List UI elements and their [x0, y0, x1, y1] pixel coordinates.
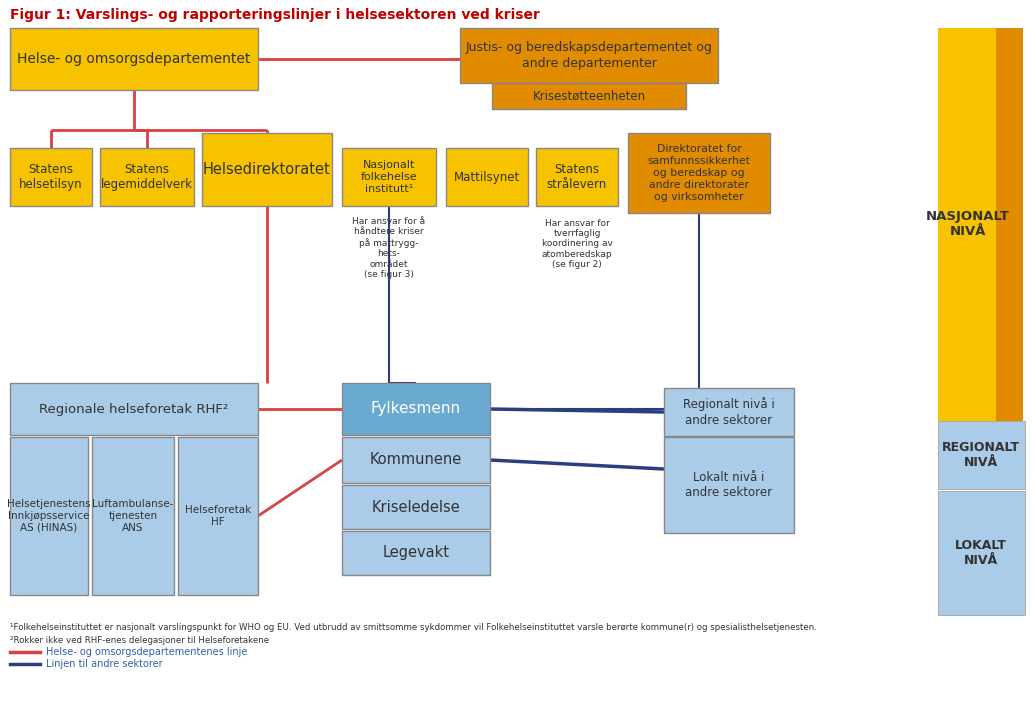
Text: Helseforetak
HF: Helseforetak HF: [185, 505, 252, 527]
Bar: [342, 383, 490, 435]
Bar: [536, 148, 618, 206]
Bar: [938, 421, 1025, 489]
Text: Har ansvar for å
håndtere kriser
på mattrygg-
hets-
området
(se figur 3): Har ansvar for å håndtere kriser på matt…: [353, 217, 425, 279]
Bar: [92, 437, 174, 595]
Text: Kommunene: Kommunene: [369, 453, 462, 468]
Text: Statens
helsetilsyn: Statens helsetilsyn: [20, 163, 83, 191]
Text: Kriseledelse: Kriseledelse: [372, 500, 461, 515]
Text: Har ansvar for
tverrfaglig
koordinering av
atomberedskap
(se figur 2): Har ansvar for tverrfaglig koordinering …: [541, 219, 613, 269]
Bar: [938, 28, 998, 421]
Text: Figur 1: Varslings- og rapporteringslinjer i helsesektoren ved kriser: Figur 1: Varslings- og rapporteringslinj…: [10, 8, 540, 22]
Text: Helsetjenestens
Innkjøpsservice
AS (HINAS): Helsetjenestens Innkjøpsservice AS (HINA…: [7, 499, 91, 533]
Bar: [10, 148, 92, 206]
Text: Justis- og beredskapsdepartementet og
andre departementer: Justis- og beredskapsdepartementet og an…: [466, 41, 712, 70]
Bar: [492, 83, 686, 109]
Text: Linjen til andre sektorer: Linjen til andre sektorer: [46, 659, 162, 669]
Bar: [342, 531, 490, 575]
Bar: [10, 28, 258, 90]
Bar: [628, 133, 770, 213]
Text: Helse- og omsorgsdepartementet: Helse- og omsorgsdepartementet: [18, 52, 250, 66]
Bar: [342, 485, 490, 529]
Text: ²Rokker ikke ved RHF-enes delegasjoner til Helseforetakene: ²Rokker ikke ved RHF-enes delegasjoner t…: [10, 636, 269, 645]
Bar: [460, 28, 718, 83]
Bar: [202, 133, 332, 206]
Bar: [938, 491, 1025, 615]
Text: Luftambulanse-
tjenesten
ANS: Luftambulanse- tjenesten ANS: [92, 499, 174, 533]
Text: Legevakt: Legevakt: [383, 545, 449, 561]
Bar: [342, 148, 436, 206]
Text: Nasjonalt
folkehelse
institutt¹: Nasjonalt folkehelse institutt¹: [360, 160, 417, 194]
Text: LOKALT
NIVÅ: LOKALT NIVÅ: [955, 539, 1007, 567]
Text: ¹Folkehelseinstituttet er nasjonalt varslingspunkt for WHO og EU. Ved utbrudd av: ¹Folkehelseinstituttet er nasjonalt vars…: [10, 623, 817, 632]
Text: Statens
strålevern: Statens strålevern: [546, 163, 608, 191]
Bar: [10, 437, 88, 595]
Bar: [446, 148, 528, 206]
Text: Mattilsynet: Mattilsynet: [454, 170, 521, 184]
Bar: [100, 148, 194, 206]
Bar: [664, 388, 794, 436]
Text: Lokalt nivå i
andre sektorer: Lokalt nivå i andre sektorer: [685, 471, 772, 499]
Text: REGIONALT
NIVÅ: REGIONALT NIVÅ: [942, 441, 1021, 469]
Text: Regionale helseforetak RHF²: Regionale helseforetak RHF²: [39, 402, 229, 416]
Bar: [664, 437, 794, 533]
Text: Helsedirektoratet: Helsedirektoratet: [203, 162, 331, 177]
Text: Direktoratet for
samfunnssikkerhet
og beredskap og
andre direktorater
og virksom: Direktoratet for samfunnssikkerhet og be…: [648, 144, 750, 202]
Text: Helse- og omsorgsdepartementenes linje: Helse- og omsorgsdepartementenes linje: [46, 647, 247, 657]
Bar: [10, 383, 258, 435]
Bar: [996, 28, 1023, 421]
Text: Statens
legemiddelverk: Statens legemiddelverk: [101, 163, 193, 191]
Text: Fylkesmenn: Fylkesmenn: [371, 402, 461, 416]
Text: Regionalt nivå i
andre sektorer: Regionalt nivå i andre sektorer: [683, 397, 775, 427]
Text: Krisestøtteenheten: Krisestøtteenheten: [532, 90, 646, 102]
Bar: [178, 437, 258, 595]
Bar: [342, 437, 490, 483]
Text: NASJONALT
NIVÅ: NASJONALT NIVÅ: [926, 210, 1010, 238]
